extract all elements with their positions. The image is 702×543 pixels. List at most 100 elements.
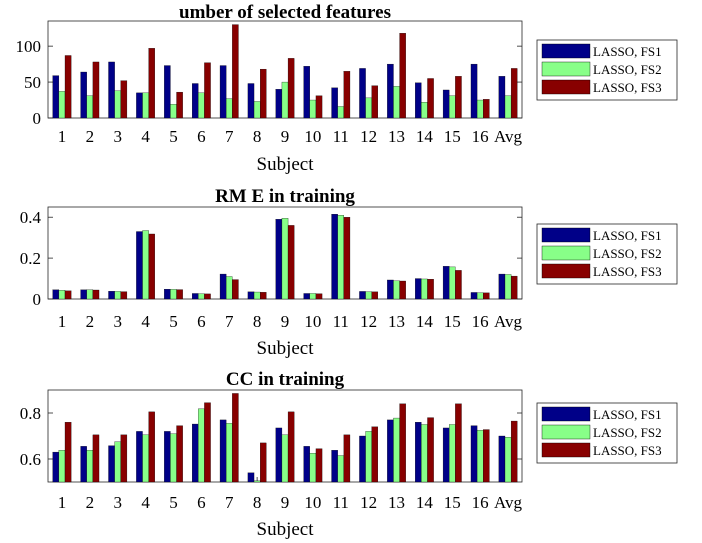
bar-2-6	[198, 92, 205, 119]
x-axis-label: Subject	[257, 154, 315, 175]
bar-2-16	[476, 292, 484, 300]
bar-3-14	[427, 279, 434, 300]
bar-3-8	[260, 292, 267, 300]
x-tick-label: 5	[169, 493, 178, 512]
bar-2-9	[281, 218, 289, 300]
bar-2-4	[142, 434, 149, 483]
bar-1-2	[80, 289, 87, 300]
bar-1-9	[275, 219, 283, 300]
x-tick-label: 9	[281, 127, 290, 146]
bar-2-3	[114, 291, 121, 300]
bar-3-4	[148, 233, 155, 300]
bar-2-13	[393, 417, 400, 483]
bar-2-8	[253, 291, 261, 300]
bar-3-3	[120, 434, 128, 483]
bar-3-7	[232, 24, 239, 119]
x-tick-label: 12	[360, 493, 377, 512]
legend: LASSO, FS1 LASSO, FS2 LASSO, FS3	[536, 39, 678, 101]
bar-1-13	[387, 279, 394, 300]
bar-2-1	[58, 290, 66, 300]
bar-3-8	[260, 68, 267, 119]
bar-1-10	[303, 66, 310, 119]
bar-2-9	[281, 434, 289, 483]
bar-1-5	[164, 431, 171, 483]
legend-swatch	[541, 245, 591, 261]
x-tick-label: 7	[225, 127, 234, 146]
bar-2-5	[170, 104, 177, 119]
bar-3-15	[455, 270, 462, 300]
bar-3-3	[120, 80, 128, 119]
bar-3-10	[315, 448, 323, 483]
bar-2-12	[365, 431, 372, 483]
y-tick-label: 0	[33, 109, 42, 128]
bar-1-Avg	[498, 273, 506, 300]
legend-swatch	[541, 61, 591, 77]
x-tick-label: 3	[113, 493, 122, 512]
bar-2-15	[449, 95, 456, 119]
x-tick-label: 1	[58, 127, 67, 146]
bar-2-5	[170, 433, 177, 483]
bar-2-3	[114, 90, 121, 119]
bar-2-8	[253, 101, 261, 119]
x-axis-label: Subject	[257, 519, 315, 540]
bar-1-3	[108, 445, 115, 483]
bar-3-1	[64, 422, 72, 483]
x-tick-label: 15	[444, 127, 461, 146]
chart-title: RM E in training	[215, 186, 355, 207]
bar-3-13	[399, 33, 406, 119]
bar-2-7	[226, 276, 233, 300]
legend-label: LASSO, FS2	[593, 425, 662, 440]
bar-1-10	[303, 293, 310, 300]
bar-1-11	[331, 87, 338, 119]
x-tick-label: 8	[253, 493, 262, 512]
x-tick-label: 10	[304, 127, 321, 146]
bar-2-1	[58, 450, 66, 483]
bar-2-5	[170, 289, 177, 300]
bar-3-9	[287, 225, 295, 300]
bar-1-12	[359, 435, 366, 483]
bar-1-16	[470, 63, 478, 119]
x-tick-label: 16	[472, 312, 489, 331]
bar-3-7	[232, 279, 239, 300]
x-tick-label: 6	[197, 312, 206, 331]
x-tick-label: 3	[113, 127, 122, 146]
bar-1-9	[275, 89, 283, 119]
bar-2-11	[337, 106, 344, 119]
bar-1-7	[219, 273, 227, 300]
bar-1-7	[219, 419, 227, 483]
y-tick-label: 0.8	[20, 404, 41, 423]
bar-1-8	[247, 83, 255, 119]
x-tick-label: 10	[304, 493, 321, 512]
bar-2-12	[365, 291, 372, 300]
bar-2-12	[365, 97, 372, 119]
x-tick-label: 5	[169, 312, 178, 331]
bar-3-1	[64, 55, 72, 119]
bar-3-8	[260, 442, 267, 483]
x-tick-label: 3	[113, 312, 122, 331]
bar-3-15	[455, 403, 462, 483]
bar-3-12	[371, 85, 378, 119]
bar-2-2	[86, 289, 94, 300]
bar-2-11	[337, 215, 344, 300]
bar-2-1	[58, 91, 66, 119]
bar-3-4	[148, 411, 155, 483]
bar-3-16	[483, 99, 490, 119]
bar-3-5	[176, 425, 183, 483]
bar-1-15	[442, 266, 450, 300]
legend-label: LASSO, FS3	[593, 264, 662, 279]
legend: LASSO, FS1 LASSO, FS2 LASSO, FS3	[536, 402, 678, 464]
bar-1-5	[164, 65, 171, 119]
bar-1-12	[359, 68, 366, 119]
y-tick-label: 50	[24, 73, 41, 92]
bar-3-14	[427, 417, 434, 483]
bar-1-8	[247, 291, 255, 300]
bar-2-Avg	[504, 436, 512, 483]
bar-2-16	[476, 99, 484, 119]
bar-1-11	[331, 450, 338, 483]
x-tick-label: 11	[333, 312, 349, 331]
bar-1-1	[52, 289, 60, 300]
y-tick-label: 0.6	[20, 450, 41, 469]
x-tick-label: 4	[141, 493, 150, 512]
x-tick-label: 1	[58, 312, 67, 331]
